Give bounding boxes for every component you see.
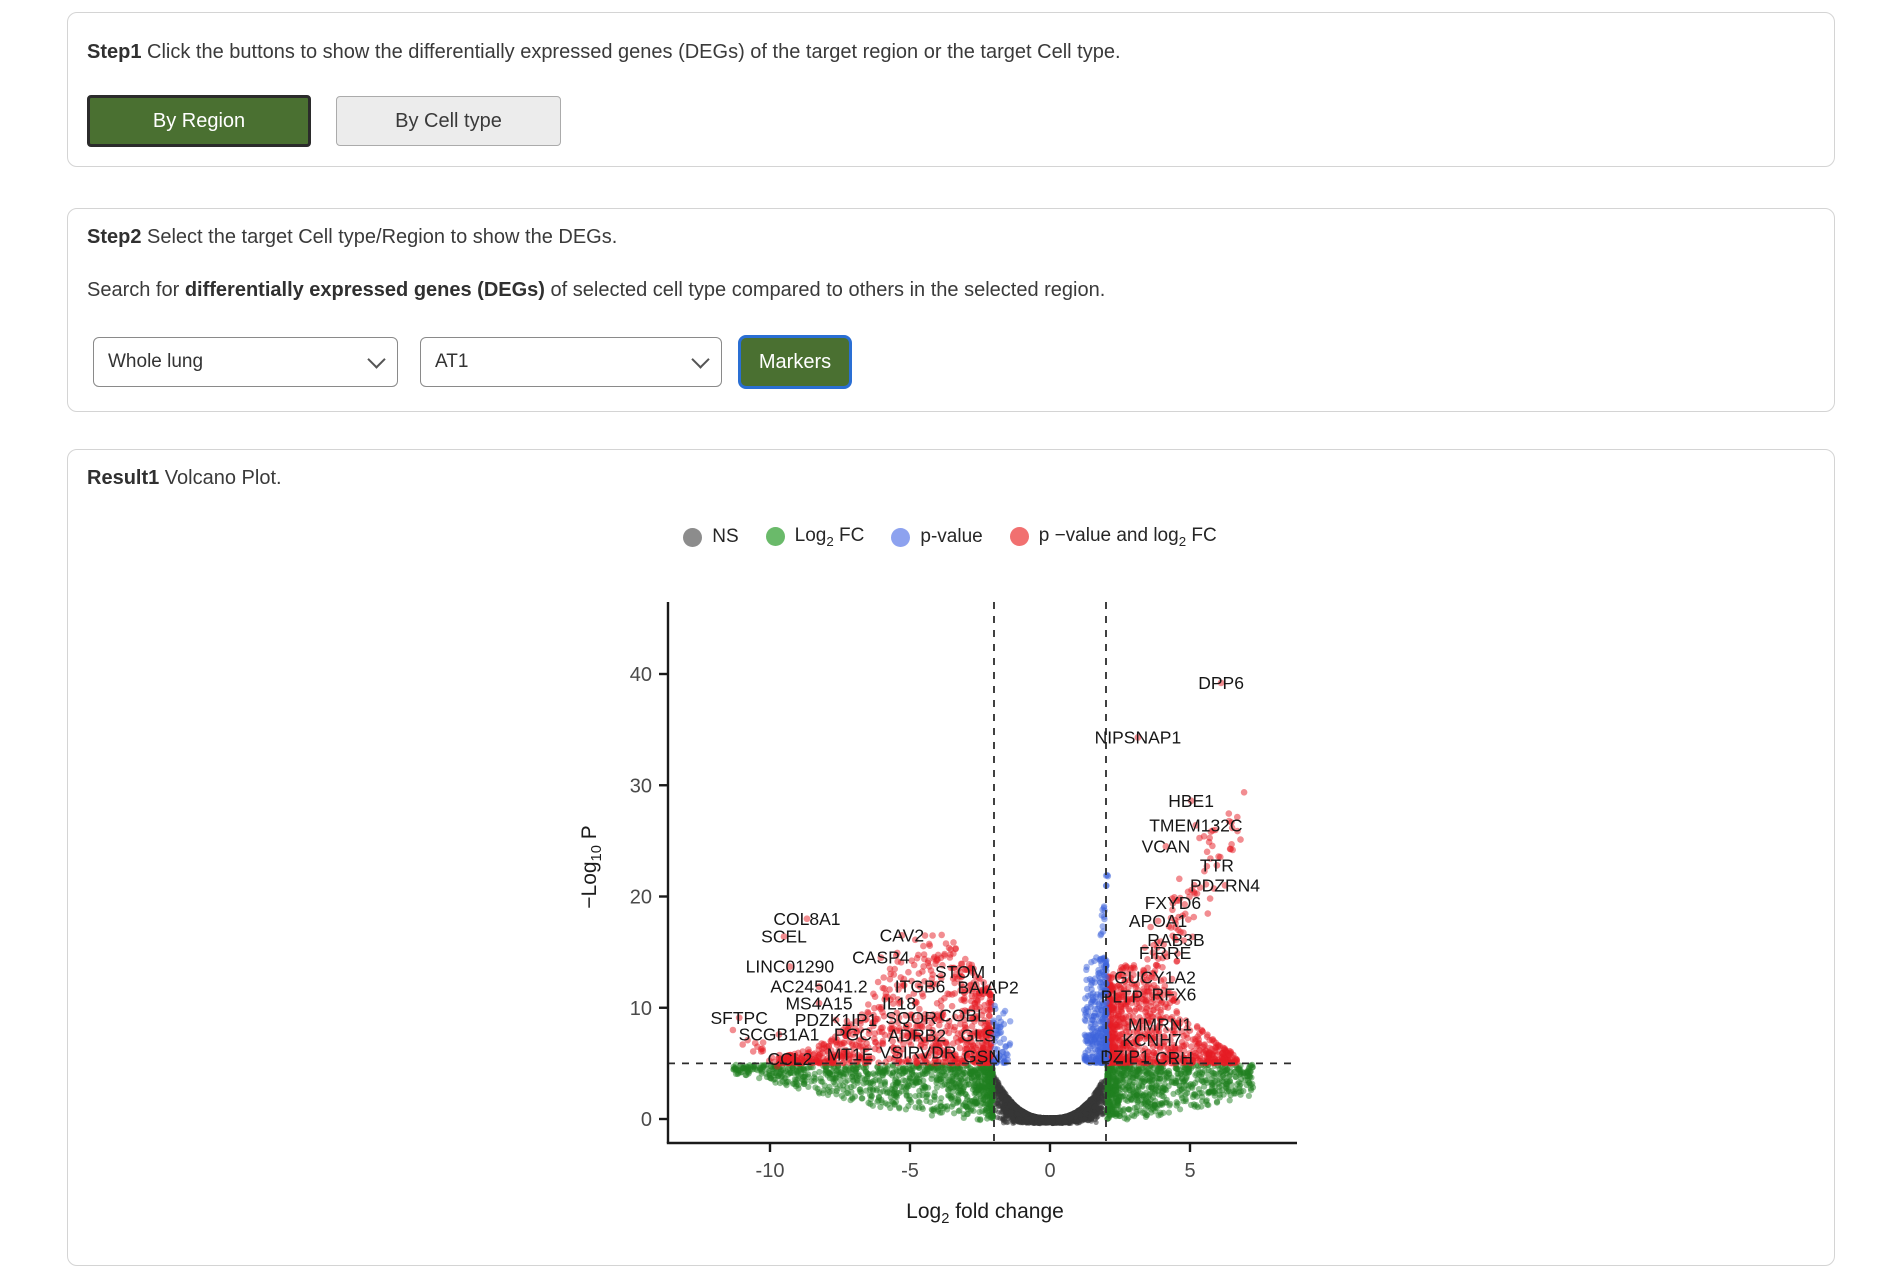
threshold-lines [668,602,1297,1143]
gene-label: SCEL [761,927,807,947]
gene-label: RAB3B [1147,930,1204,950]
chevron-down-icon [367,349,386,369]
gene-label: BAIAP2 [957,978,1018,998]
step2-instruction: Step2 Select the target Cell type/Region… [87,226,618,248]
gene-label: COBL [939,1006,987,1026]
gene-label: CASP4 [852,948,910,968]
gene-label: TMEM132C [1149,815,1242,835]
gene-label: DZIP1 [1100,1047,1150,1067]
gene-label: PGC [834,1024,872,1044]
legend-item: p-value [891,526,983,548]
gene-label: VCAN [1142,836,1191,856]
gene-label: TTR [1200,855,1234,875]
cell-type-select-value: AT1 [435,351,469,372]
legend-dot-icon [891,527,911,547]
region-select[interactable]: Whole lung [93,337,398,387]
legend-dot-icon [1009,527,1029,547]
gene-label: LINC01290 [746,957,835,977]
gene-label: SFTPC [711,1008,768,1028]
gene-label: AC245041.2 [770,977,867,997]
gene-label: NIPSNAP1 [1095,727,1182,747]
gene-label: SQOR [885,1008,937,1028]
gene-label: CRH [1155,1048,1193,1068]
step1-instruction: Step1 Click the buttons to show the diff… [87,41,1121,63]
gene-label: GUCY1A2 [1114,968,1196,988]
legend-label: p-value [920,526,983,547]
gene-label: APOA1 [1129,911,1187,931]
gene-label: MS4A15 [785,993,852,1013]
gene-label: FXYD6 [1145,893,1201,913]
gene-label: ITGB6 [895,977,946,997]
gene-label: MT1E [827,1044,874,1064]
gene-label: MMRN1 [1128,1014,1192,1034]
gene-label: HBE1 [1168,791,1214,811]
gene-label: PDZRN4 [1190,875,1260,895]
legend-dot-icon [765,527,785,547]
gene-label: CCL2 [768,1049,813,1069]
gene-label: VDR [920,1042,957,1062]
plot-legend: NS Log2 FC p-value p −value and log2 FC [520,522,1380,552]
by-cell-type-button[interactable]: By Cell type [336,96,561,146]
gene-label: DPP6 [1198,673,1244,693]
region-select-value: Whole lung [108,351,204,372]
legend-dot-icon [683,527,703,547]
cell-type-select[interactable]: AT1 [420,337,722,387]
gene-label: PLTP [1101,987,1143,1007]
legend-item: NS [683,526,739,548]
result-panel: Result1 Volcano Plot. [67,449,1835,1266]
gene-label: RFX6 [1152,984,1197,1004]
gene-label: CAV2 [880,925,924,945]
step2-search-hint: Search for differentially expressed gene… [87,279,1106,301]
gene-label: SCGB1A1 [739,1024,820,1044]
gene-label: STOM [935,962,985,982]
step2-panel: Step2 Select the target Cell type/Region… [67,208,1835,412]
gene-label: IL18 [882,993,916,1013]
markers-button[interactable]: Markers [738,335,852,389]
gene-label: GLS [961,1026,996,1046]
by-region-button[interactable]: By Region [87,95,311,147]
point-clouds [729,789,1257,1127]
legend-label: p −value and log2 FC [1038,525,1217,549]
legend-item: p −value and log2 FC [1009,525,1217,549]
chevron-down-icon [691,349,710,369]
labeled-gene-dots [735,679,1229,1063]
result-title: Result1 Volcano Plot. [87,467,282,489]
legend-label: Log2 FC [794,525,865,549]
step1-panel: Step1 Click the buttons to show the diff… [67,12,1835,167]
gene-label: GSN [963,1047,1001,1067]
gene-label: COL8A1 [773,909,840,929]
x-axis-title: Log2 fold change [906,1200,1064,1227]
legend-item: Log2 FC [765,525,865,549]
axes [659,602,1297,1152]
gene-label: PDZK1IP1 [795,1010,878,1030]
gene-label: FIRRE [1139,943,1192,963]
gene-label: VSIR [879,1042,920,1062]
y-axis-title: −Log10 P [578,825,605,909]
gene-label: ADRB2 [888,1026,946,1046]
legend-label: NS [712,526,739,547]
gene-label: KCNH7 [1122,1030,1181,1050]
